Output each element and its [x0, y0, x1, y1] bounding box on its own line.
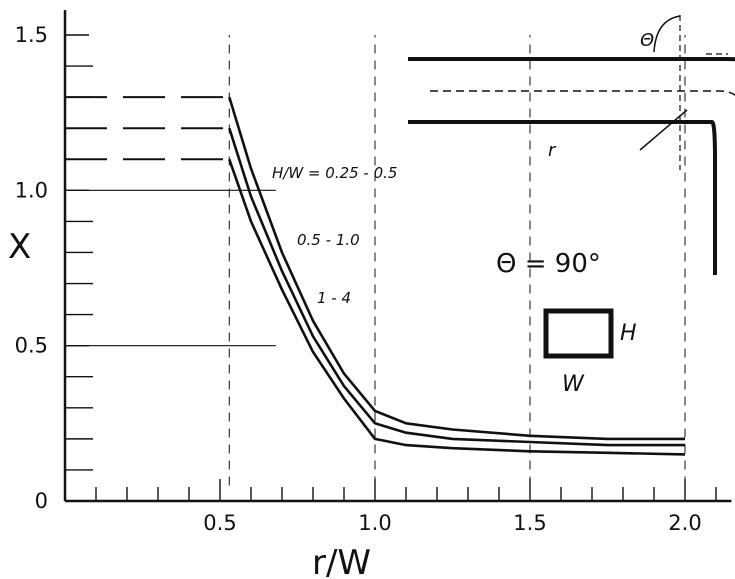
width-label: W: [562, 372, 585, 397]
x-axis-title: r/W: [312, 543, 371, 579]
series-line: [228, 158, 686, 456]
bend-angle-arc: [653, 15, 681, 53]
guide-lines: [65, 34, 686, 486]
x-tick-label: 0.5: [203, 511, 236, 535]
x-tick-label: 2.0: [668, 511, 701, 535]
y-tick-label: 1.0: [15, 178, 48, 202]
curve-label-series-2: 0.5 - 1.0: [297, 231, 360, 249]
x-tick-label: 1.5: [513, 511, 546, 535]
duct-inner-wall: [408, 120, 717, 275]
series-line: [228, 96, 685, 441]
y-axis-title: X: [8, 227, 31, 267]
series-line: [228, 127, 685, 447]
series-layer: [65, 96, 686, 456]
y-tick-label: 0.5: [15, 334, 48, 358]
duct-outer-wall: [408, 57, 735, 62]
height-label: H: [620, 321, 637, 346]
duct-bend-inset: r Θ Θ = 90° H W: [408, 15, 735, 397]
curve-labels: H/W = 0.25 - 0.5 0.5 - 1.0 1 - 4: [272, 164, 397, 307]
series-2: [65, 127, 685, 447]
duct-cross-section: [543, 308, 614, 359]
series-1: [65, 96, 685, 441]
curve-label-series-3: 1 - 4: [317, 289, 351, 307]
duct-centerline: [430, 90, 735, 97]
tick-labels: 0 0.5 1.0 1.5 0.5 1.0 1.5 2.0: [15, 23, 702, 535]
theta-annotation: Θ = 90°: [496, 249, 601, 279]
axes: [63, 10, 732, 503]
series-3: [65, 158, 686, 456]
y-tick-label: 0: [35, 489, 48, 513]
radius-arrow: [639, 109, 688, 151]
radius-label: r: [548, 140, 557, 161]
x-tick-label: 1.0: [358, 511, 391, 535]
curve-label-series-1: H/W = 0.25 - 0.5: [272, 164, 397, 182]
bend-angle-label: Θ: [640, 30, 654, 51]
minor-ticks: [65, 34, 717, 501]
y-tick-label: 1.5: [15, 23, 48, 47]
